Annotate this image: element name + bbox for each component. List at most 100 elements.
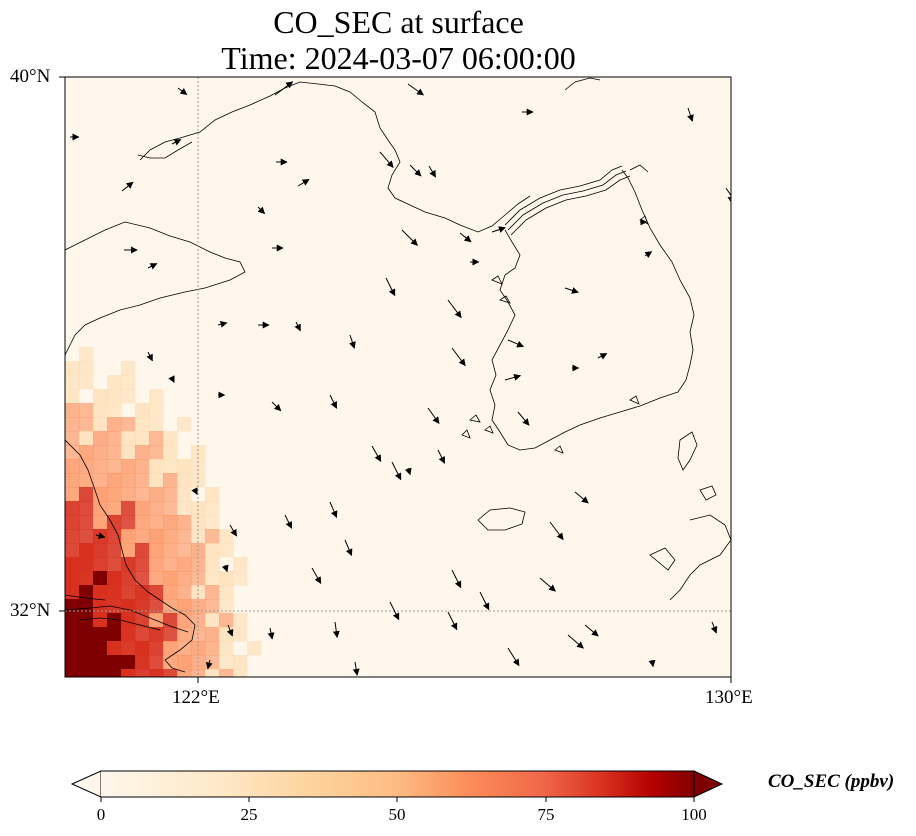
field-cell xyxy=(149,473,164,488)
wind-arrow xyxy=(491,226,506,233)
field-cell xyxy=(233,655,248,670)
field-cell xyxy=(135,669,150,677)
field-cell xyxy=(107,571,122,586)
wind-arrow xyxy=(504,373,522,381)
wind-arrow xyxy=(428,165,437,178)
field-cell xyxy=(177,669,192,677)
x-tick-label-130e: 130°E xyxy=(705,687,753,708)
field-cell xyxy=(107,473,122,488)
colorbar-extend-max xyxy=(693,770,724,798)
field-cell xyxy=(191,445,206,460)
field-cell xyxy=(149,417,164,432)
field-cell xyxy=(65,445,80,460)
field-cell xyxy=(205,641,220,656)
field-cell xyxy=(93,473,108,488)
field-cell xyxy=(219,571,234,586)
field-cell xyxy=(205,515,220,530)
wind-arrow xyxy=(379,151,394,168)
field-cell xyxy=(205,627,220,642)
colorbar-tick-75: 75 xyxy=(537,805,555,824)
field-cell xyxy=(93,431,108,446)
wind-arrow xyxy=(205,659,213,670)
field-cell xyxy=(247,641,262,656)
field-cell xyxy=(177,613,192,628)
wind-arrow xyxy=(574,491,589,504)
wind-arrow xyxy=(267,627,275,640)
field-cell xyxy=(93,655,108,670)
field-cell xyxy=(79,655,94,670)
field-cell xyxy=(93,599,108,614)
field-cell xyxy=(163,641,178,656)
field-cell xyxy=(177,417,192,432)
field-cell xyxy=(107,431,122,446)
field-cell xyxy=(135,599,150,614)
field-cell xyxy=(93,389,108,404)
field-cell xyxy=(149,529,164,544)
field-cell xyxy=(93,487,108,502)
wind-arrow xyxy=(221,564,229,573)
field-cell xyxy=(177,557,192,572)
field-cell xyxy=(79,375,94,390)
field-cell xyxy=(163,669,178,677)
field-cell xyxy=(163,529,178,544)
wind-arrow xyxy=(311,567,322,585)
wind-arrow xyxy=(437,449,446,464)
field-cell xyxy=(121,445,136,460)
field-cell xyxy=(121,389,136,404)
field-cell xyxy=(135,417,150,432)
colorbar-ticks xyxy=(100,797,695,802)
field-cell xyxy=(65,431,80,446)
field-cell xyxy=(107,501,122,516)
map-subtitle-time: Time: 2024-03-07 06:00:00 xyxy=(221,40,576,76)
field-cell xyxy=(135,459,150,474)
wind-vectors xyxy=(70,81,731,676)
wind-arrow xyxy=(730,285,731,286)
field-cell xyxy=(107,403,122,418)
field-cell xyxy=(135,585,150,600)
wind-arrow xyxy=(177,87,188,96)
field-cell xyxy=(205,669,220,677)
field-cell xyxy=(121,431,136,446)
axis-ticks xyxy=(59,76,732,683)
field-cell xyxy=(177,571,192,586)
field-cell xyxy=(79,403,94,418)
wind-arrow xyxy=(451,347,466,367)
field-cell xyxy=(177,515,192,530)
wind-arrow xyxy=(385,277,396,297)
field-cell xyxy=(177,641,192,656)
field-cell xyxy=(65,669,80,677)
field-cell xyxy=(149,487,164,502)
field-cell xyxy=(79,543,94,558)
wind-arrow xyxy=(727,196,731,211)
wind-arrow xyxy=(297,178,310,187)
colorbar-tick-0: 0 xyxy=(96,805,106,824)
field-cell xyxy=(163,473,178,488)
field-cell xyxy=(205,557,220,572)
field-cell xyxy=(205,613,220,628)
wind-arrow xyxy=(549,521,564,541)
colorbar-label: CO_SEC (ppbv) xyxy=(768,771,895,792)
field-cell xyxy=(121,627,136,642)
field-cell xyxy=(205,529,220,544)
coastlines xyxy=(65,77,731,673)
wind-arrow xyxy=(644,251,653,259)
field-cell xyxy=(205,571,220,586)
field-cell xyxy=(149,585,164,600)
field-cell xyxy=(65,403,80,418)
field-cell xyxy=(135,431,150,446)
field-cell xyxy=(93,459,108,474)
field-cell xyxy=(65,571,80,586)
field-cell xyxy=(65,487,80,502)
field-cell xyxy=(205,543,220,558)
field-cell xyxy=(79,585,94,600)
field-cell xyxy=(107,543,122,558)
colorbar-tick-25: 25 xyxy=(240,805,258,824)
co-concentration-field xyxy=(65,347,262,677)
wind-arrow xyxy=(507,339,525,348)
field-cell xyxy=(163,599,178,614)
field-cell xyxy=(79,473,94,488)
field-cell xyxy=(135,543,150,558)
wind-arrow xyxy=(459,232,472,243)
field-cell xyxy=(121,585,136,600)
